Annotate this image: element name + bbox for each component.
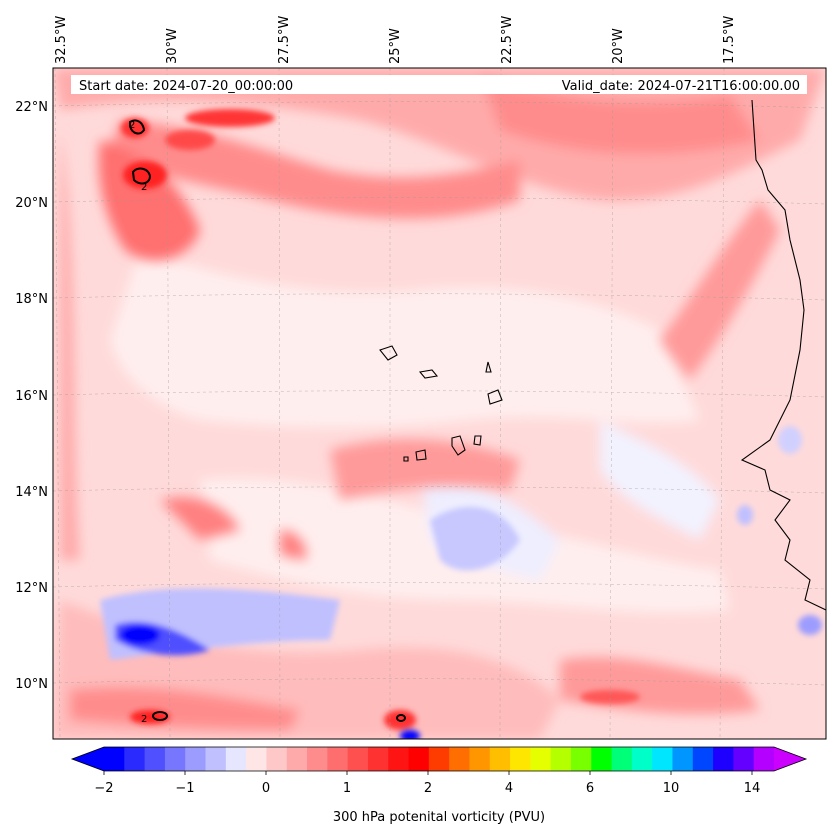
colorbar-segment [733,747,755,771]
lat-label: 16°N [15,389,48,404]
colorbar-segment [185,747,207,771]
colorbar-segments [104,747,775,771]
colorbar-extend-right [774,747,806,771]
colorbar-segment [225,747,247,771]
lat-label: 20°N [15,196,48,211]
colorbar-segment [570,747,592,771]
lon-label: 17.5°W [722,16,737,64]
colorbar-segment [510,747,531,771]
colorbar-segment [408,747,430,771]
colorbar-segment [692,747,714,771]
coastline [379,99,826,611]
colorbar-segment [307,747,328,771]
colorbar-tick-labels: −2 −1 0 1 2 4 6 10 14 [94,781,760,796]
colorbar-segment [713,747,734,771]
pv2-contours [129,119,406,722]
colorbar-segment [530,747,552,771]
colorbar-segment [164,747,186,771]
gridlines [53,68,826,739]
colorbar-tick-label: 14 [744,781,761,796]
colorbar-tick-label: 1 [343,781,351,796]
colorbar-segment [388,747,410,771]
colorbar-segment [286,747,308,771]
colorbar-segment [753,747,775,771]
colorbar-tick-label: 0 [262,781,270,796]
colorbar-tick-label: −1 [175,781,194,796]
colorbar-segment [449,747,470,771]
lon-label: 25°W [388,28,403,64]
colorbar-segment [246,747,267,771]
colorbar-tick-label: −2 [94,781,113,796]
lon-label: 22.5°W [500,16,515,64]
colorbar-segment [347,747,369,771]
pv-negative-regions [100,426,822,739]
colorbar-segment [469,747,491,771]
pv2-contour-labels: 2 2 2 [129,120,147,725]
colorbar-segment [672,747,694,771]
start-date-label: Start date: 2024-07-20_00:00:00 [79,79,293,94]
lon-label: 27.5°W [277,16,292,64]
info-banner [71,75,807,94]
colorbar-segment [611,747,633,771]
colorbar-segment [652,747,673,771]
contour-label: 2 [141,714,147,725]
lon-label: 30°W [165,28,180,64]
colorbar-ticks [103,771,753,775]
colorbar-title: 300 hPa potenital vorticity (PVU) [333,810,545,825]
colorbar-segment [266,747,288,771]
lat-label: 12°N [15,581,48,596]
colorbar-segment [591,747,613,771]
latitude-labels: 22°N 20°N 18°N 16°N 14°N 12°N 10°N [15,100,48,692]
valid-date-label: Valid_date: 2024-07-21T16:00:00.00 [562,79,800,94]
lat-label: 10°N [15,677,48,692]
colorbar-tick-label: 4 [505,781,513,796]
pv-high-regions [53,68,826,739]
colorbar-segment [205,747,227,771]
colorbar-segment [631,747,653,771]
colorbar-segment [550,747,572,771]
colorbar: −2 −1 0 1 2 4 6 10 14 300 hPa potenital … [70,746,808,825]
colorbar-segment [489,747,511,771]
colorbar-tick-label: 10 [663,781,680,796]
lon-label: 32.5°W [54,16,69,64]
lon-label: 20°W [611,28,626,64]
lat-label: 14°N [15,485,48,500]
colorbar-segment [104,747,125,771]
longitude-labels: 32.5°W 30°W 27.5°W 25°W 22.5°W 20°W 17.5… [54,16,737,64]
colorbar-segment [428,747,450,771]
colorbar-segment [327,747,349,771]
map-area[interactable]: 2 2 2 Start date: 2024-07-20_00:00:00 Va… [53,68,826,742]
colorbar-extend-left [72,747,104,771]
colorbar-tick-label: 2 [424,781,432,796]
contour-label: 2 [141,182,147,193]
colorbar-tick-label: 6 [586,781,594,796]
lat-label: 22°N [15,100,48,115]
colorbar-segment [144,747,166,771]
contour-label: 2 [129,120,135,131]
colorbar-segment [124,747,146,771]
lat-label: 18°N [15,292,48,307]
map-frame [52,67,827,740]
colorbar-segment [367,747,389,771]
